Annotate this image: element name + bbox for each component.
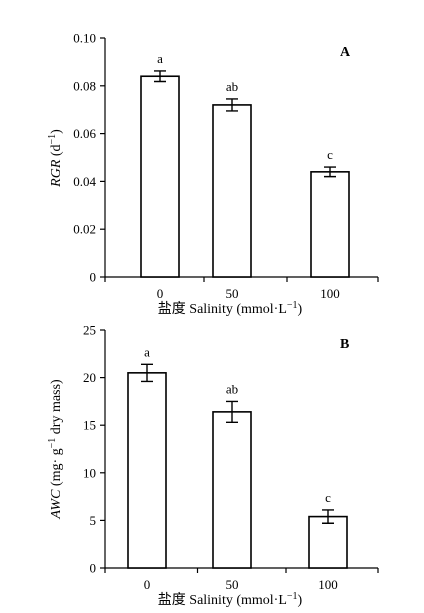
panel-b-significance-label: ab <box>226 381 238 396</box>
panel-a-x-axis-title: 盐度 Salinity (mmol·L−1) <box>158 300 303 317</box>
panel-b-error-bar <box>322 509 334 524</box>
panel-a-label: A <box>340 45 351 60</box>
panel-b-bar <box>212 411 252 569</box>
panel-b-y-tick-label: 0 <box>90 561 97 576</box>
panel-a-y-tick-label: 0.10 <box>73 31 96 46</box>
panel-b-y-axis-title: AWC (mg· g−1 dry mass) <box>47 379 64 520</box>
panel-a-y-title-italic: RGR <box>49 159 64 188</box>
panel-a-x-tick-label: 50 <box>226 286 239 301</box>
panel-a-y-title-text: (d <box>49 144 64 159</box>
panel-b-error-bar <box>141 363 153 383</box>
panel-a-y-tick-label: 0 <box>90 270 97 285</box>
panel-b-x-tick-label: 0 <box>144 577 151 592</box>
panel-a-rgr-chart: 0 0.02 0.04 0.06 0.08 0.10 0 50 100 a ab c A RGR … <box>47 31 379 317</box>
panel-b-y-title-sup: −1 <box>47 438 58 449</box>
panel-a-y-tick-label: 0.04 <box>73 174 96 189</box>
panel-b-x-title-end: ) <box>298 593 303 608</box>
panel-a-bar <box>140 75 180 278</box>
panel-a-y-title-end: ) <box>49 129 64 134</box>
panel-a-y-tick-label: 0.08 <box>73 78 96 93</box>
panel-a-y-tick-label: 0.02 <box>73 222 96 237</box>
panel-b-y-title-end: dry mass) <box>49 379 64 438</box>
panel-a-y-tick-label: 0.06 <box>73 126 96 141</box>
panel-b-error-bar <box>226 400 238 424</box>
panel-b-x-axis-title: 盐度 Salinity (mmol·L−1) <box>158 591 303 608</box>
panel-b-y-tick-label: 25 <box>83 323 96 338</box>
panel-a-y-title-sup: −1 <box>47 134 58 145</box>
panel-b-x-tick-label: 50 <box>226 577 239 592</box>
panel-b-significance-label: c <box>325 490 331 505</box>
panel-b-bar <box>127 372 167 569</box>
panel-a-significance-label: ab <box>226 79 238 94</box>
panel-b-y-tick-label: 10 <box>83 465 96 480</box>
panel-b-label: B <box>340 337 349 352</box>
panel-a-x-tick-label: 0 <box>157 286 164 301</box>
panel-a-y-axis-title: RGR (d−1) <box>47 129 64 188</box>
panel-b-x-title-sup: −1 <box>287 591 298 602</box>
panel-a-bar <box>310 171 350 278</box>
panel-a-x-title-sup: −1 <box>287 300 298 311</box>
panel-a-x-tick-label: 100 <box>320 286 340 301</box>
panel-b-y-tick-label: 5 <box>90 513 97 528</box>
panel-a-x-title-end: ) <box>298 302 303 317</box>
panel-b-bar <box>308 515 348 569</box>
panel-b-y-tick-label: 20 <box>83 370 96 385</box>
panel-b-x-title-text: 盐度 Salinity (mmol·L <box>158 592 287 608</box>
panel-a-bar <box>212 104 252 278</box>
panel-b-y-title-italic: AWC <box>49 489 64 520</box>
panel-b-y-tick-label: 15 <box>83 418 96 433</box>
panel-a-significance-label: c <box>327 147 333 162</box>
panel-a-error-bar <box>154 70 166 83</box>
panel-a-error-bar <box>226 98 238 112</box>
panel-a-significance-label: a <box>157 51 163 66</box>
panel-a-error-bar <box>324 166 336 178</box>
panel-b-x-tick-label: 100 <box>318 577 338 592</box>
panel-b-significance-label: a <box>144 344 150 359</box>
panel-b-y-title-text: (mg· g <box>49 448 64 489</box>
panel-a-x-title-text: 盐度 Salinity (mmol·L <box>158 301 287 317</box>
